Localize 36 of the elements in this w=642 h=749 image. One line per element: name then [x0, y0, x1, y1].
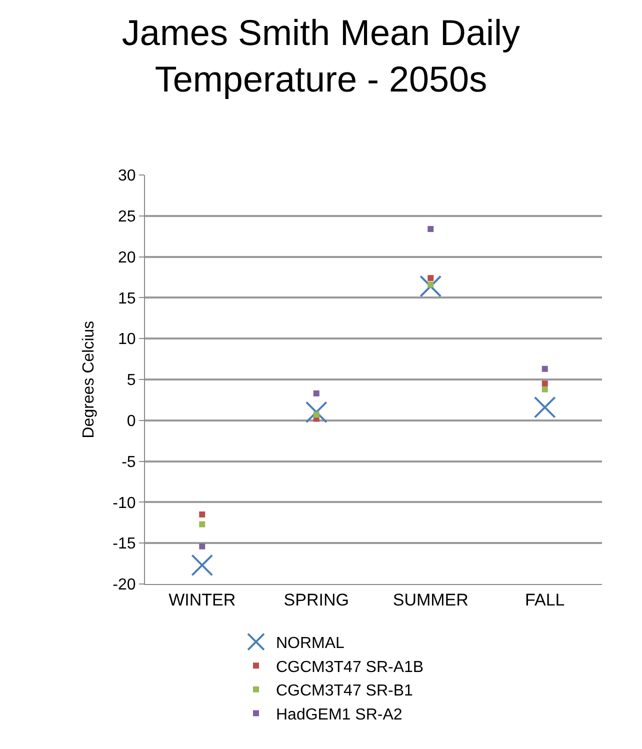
point [542, 380, 548, 387]
y-tick-label: -15 [112, 536, 136, 553]
point [199, 543, 206, 550]
legend-label: HadGEM1 SR-A2 [276, 706, 402, 724]
point [305, 401, 328, 424]
y-tick-label: 0 [126, 413, 136, 430]
y-tick-label: -20 [112, 576, 136, 594]
x-tick-label: FALL [525, 590, 565, 610]
legend-label: CGCM3T47 SR-B1 [276, 682, 414, 700]
y-tick-label: 15 [118, 290, 136, 308]
x-tick-label: SUMMER [392, 590, 468, 610]
point [542, 366, 548, 372]
chart-title: James Smith Mean Daily Temperature - 2050s [122, 12, 520, 100]
point [313, 390, 320, 396]
point [420, 275, 442, 298]
y-tick-label: -10 [112, 494, 136, 512]
legend-label: CGCM3T47 SR-A1B [276, 658, 424, 676]
y-axis-title: Degrees Celcius [80, 320, 98, 438]
point [428, 275, 434, 282]
y-tick-label: 25 [118, 208, 136, 226]
point [428, 282, 434, 288]
x-tick-label: WINTER [168, 590, 236, 610]
point [428, 226, 434, 232]
y-tick-label: 20 [118, 249, 136, 266]
point [542, 386, 548, 392]
legend-label: NORMAL [276, 635, 345, 652]
y-tick-label: -5 [122, 454, 136, 471]
x-tick-label: SPRING [284, 590, 349, 610]
point [313, 412, 320, 418]
y-tick-label: 30 [118, 168, 136, 185]
point [199, 521, 206, 528]
y-tick-label: 5 [126, 372, 136, 390]
point [191, 554, 214, 576]
point [199, 511, 206, 518]
point [534, 396, 556, 418]
y-tick-label: 10 [118, 331, 136, 348]
